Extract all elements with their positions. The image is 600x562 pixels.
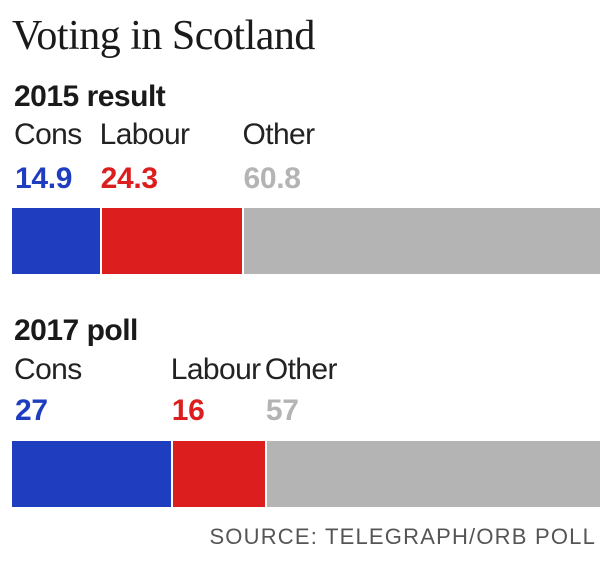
value-label-labour-2015: 24.3 — [100, 162, 159, 195]
bar-segment-cons-2017 — [12, 441, 171, 507]
stacked-bar-2015 — [12, 208, 600, 274]
panel-title-2017: 2017 poll — [14, 314, 138, 347]
category-label-cons-2015: Cons — [14, 118, 82, 151]
panel-title-2015: 2015 result — [14, 80, 166, 113]
value-label-other-2017: 57 — [265, 394, 299, 427]
value-label-cons-2017: 27 — [15, 394, 48, 427]
bar-segment-labour-2017 — [170, 441, 265, 507]
category-label-labour-2015: Labour — [99, 118, 190, 151]
bar-segment-other-2015 — [242, 208, 600, 274]
category-label-labour-2017: Labour — [170, 353, 261, 386]
category-label-cons-2017: Cons — [14, 353, 82, 386]
category-label-other-2017: Other — [264, 353, 338, 386]
bar-segment-other-2017 — [264, 441, 600, 507]
source-note: SOURCE: TELEGRAPH/ORB POLL — [209, 524, 596, 549]
bar-segment-cons-2015 — [12, 208, 100, 274]
stacked-bar-2017 — [12, 441, 600, 507]
category-label-other-2015: Other — [242, 118, 315, 151]
chart-title: Voting in Scotland — [12, 13, 315, 59]
value-label-other-2015: 60.8 — [243, 162, 301, 195]
value-label-cons-2015: 14.9 — [15, 162, 73, 195]
value-label-labour-2017: 16 — [171, 394, 205, 427]
bar-segment-labour-2015 — [99, 208, 243, 274]
